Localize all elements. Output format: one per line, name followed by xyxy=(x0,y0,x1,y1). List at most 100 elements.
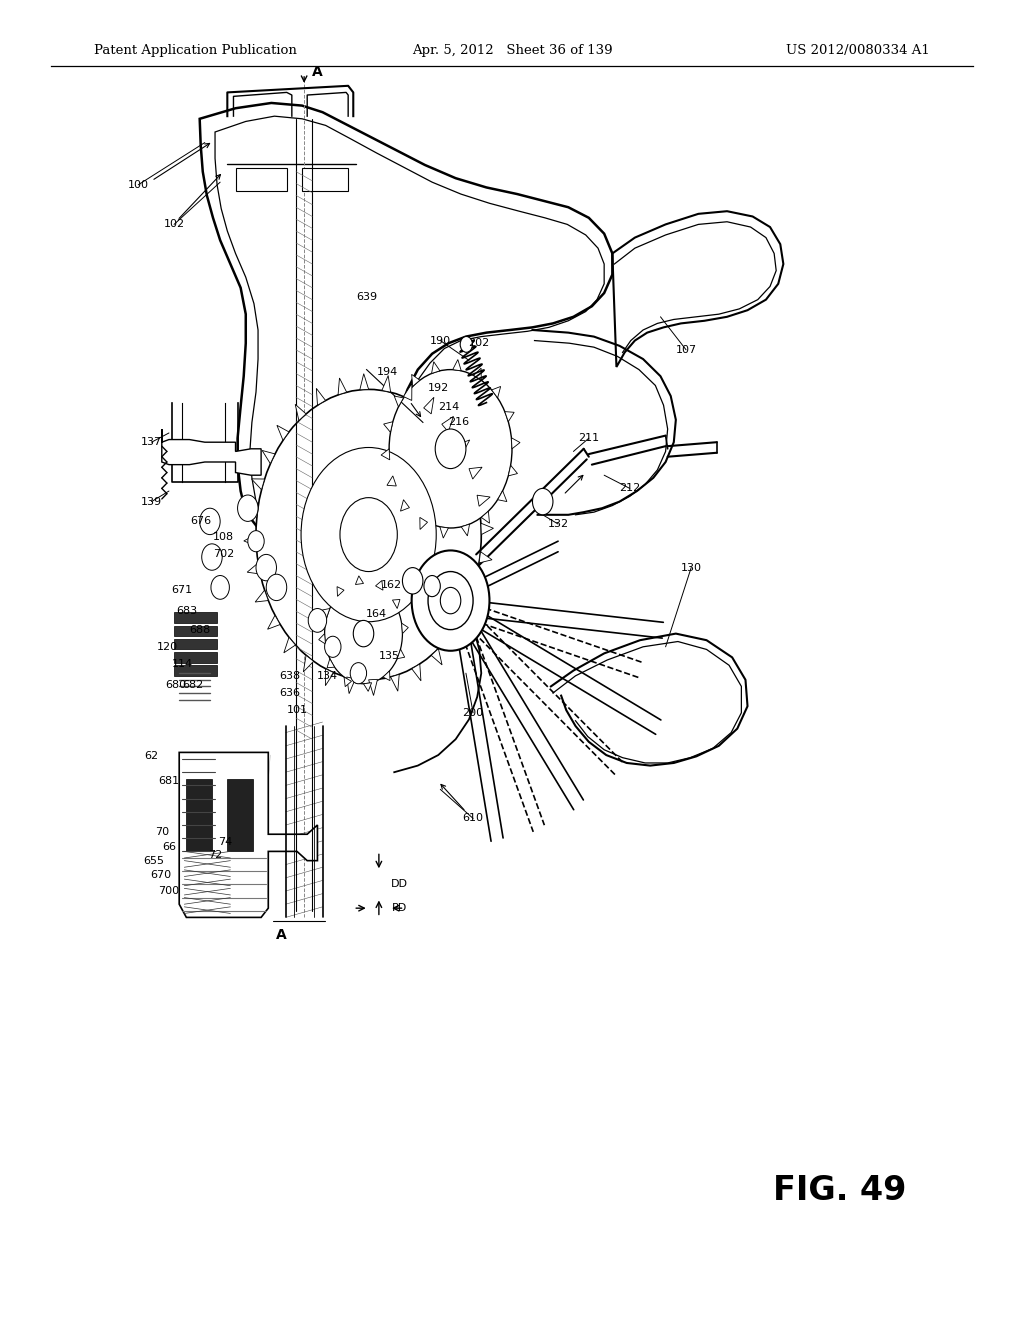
Text: 194: 194 xyxy=(377,367,397,378)
Polygon shape xyxy=(255,590,268,602)
Circle shape xyxy=(248,531,264,552)
Polygon shape xyxy=(337,586,344,597)
Polygon shape xyxy=(469,467,482,479)
Text: 190: 190 xyxy=(430,335,451,346)
Text: PD: PD xyxy=(392,903,407,913)
Polygon shape xyxy=(323,609,330,618)
Text: 212: 212 xyxy=(620,483,640,494)
Polygon shape xyxy=(244,535,256,546)
Text: A: A xyxy=(312,65,323,79)
Polygon shape xyxy=(412,664,421,681)
Text: 682: 682 xyxy=(182,680,203,690)
Text: 164: 164 xyxy=(367,609,387,619)
Polygon shape xyxy=(355,576,364,585)
Circle shape xyxy=(202,544,222,570)
Text: 70: 70 xyxy=(155,826,169,837)
Polygon shape xyxy=(326,669,334,685)
Text: 214: 214 xyxy=(438,401,459,412)
Text: 638: 638 xyxy=(280,671,300,681)
Polygon shape xyxy=(383,671,390,681)
Circle shape xyxy=(412,550,489,651)
Circle shape xyxy=(428,572,473,630)
Polygon shape xyxy=(303,655,313,672)
Polygon shape xyxy=(477,495,490,507)
Polygon shape xyxy=(449,628,461,644)
Text: 636: 636 xyxy=(280,688,300,698)
Text: Apr. 5, 2012   Sheet 36 of 139: Apr. 5, 2012 Sheet 36 of 139 xyxy=(412,44,612,57)
Circle shape xyxy=(266,574,287,601)
Circle shape xyxy=(238,495,258,521)
Circle shape xyxy=(256,389,481,680)
Polygon shape xyxy=(276,425,289,441)
Polygon shape xyxy=(390,675,399,692)
Text: 66: 66 xyxy=(162,842,176,853)
Text: 137: 137 xyxy=(141,437,162,447)
Text: 676: 676 xyxy=(190,516,211,527)
Polygon shape xyxy=(381,449,390,459)
Text: 108: 108 xyxy=(213,532,233,543)
Text: 114: 114 xyxy=(172,659,193,669)
Text: US 2012/0080334 A1: US 2012/0080334 A1 xyxy=(786,44,930,57)
FancyBboxPatch shape xyxy=(174,639,217,649)
Polygon shape xyxy=(284,638,296,653)
Polygon shape xyxy=(403,384,412,400)
Polygon shape xyxy=(440,527,449,539)
Text: 683: 683 xyxy=(176,606,197,616)
Polygon shape xyxy=(424,397,434,414)
Circle shape xyxy=(325,636,341,657)
Polygon shape xyxy=(511,438,520,449)
Text: DD: DD xyxy=(391,879,408,890)
Polygon shape xyxy=(473,368,481,380)
Circle shape xyxy=(256,554,276,581)
Text: 130: 130 xyxy=(681,562,701,573)
Polygon shape xyxy=(394,396,403,407)
Text: 74: 74 xyxy=(218,837,232,847)
FancyBboxPatch shape xyxy=(236,168,287,191)
Polygon shape xyxy=(318,634,326,644)
Text: 102: 102 xyxy=(164,219,184,230)
Polygon shape xyxy=(462,606,475,619)
Polygon shape xyxy=(498,491,507,502)
Polygon shape xyxy=(400,500,410,511)
Text: 132: 132 xyxy=(548,519,568,529)
Text: 100: 100 xyxy=(128,180,148,190)
Circle shape xyxy=(353,620,374,647)
Circle shape xyxy=(460,337,472,352)
FancyBboxPatch shape xyxy=(174,665,217,676)
Polygon shape xyxy=(327,659,335,668)
Polygon shape xyxy=(252,479,264,490)
FancyBboxPatch shape xyxy=(186,779,212,851)
Polygon shape xyxy=(431,648,442,665)
Polygon shape xyxy=(420,517,428,529)
Text: 681: 681 xyxy=(159,776,179,787)
Text: 688: 688 xyxy=(189,624,210,635)
Circle shape xyxy=(402,568,423,594)
Text: 101: 101 xyxy=(287,705,307,715)
FancyBboxPatch shape xyxy=(174,612,217,623)
FancyBboxPatch shape xyxy=(174,626,217,636)
Polygon shape xyxy=(453,359,461,371)
Polygon shape xyxy=(179,752,317,917)
Polygon shape xyxy=(384,421,393,433)
FancyBboxPatch shape xyxy=(302,168,348,191)
Polygon shape xyxy=(397,649,404,659)
Text: 202: 202 xyxy=(469,338,489,348)
Text: 139: 139 xyxy=(141,496,162,507)
Text: 192: 192 xyxy=(428,383,449,393)
Text: 610: 610 xyxy=(463,813,483,824)
Text: 134: 134 xyxy=(317,671,338,681)
Circle shape xyxy=(200,508,220,535)
Polygon shape xyxy=(359,374,369,389)
Circle shape xyxy=(211,576,229,599)
Polygon shape xyxy=(457,440,470,454)
Polygon shape xyxy=(382,376,390,392)
Circle shape xyxy=(424,576,440,597)
Text: A: A xyxy=(275,928,286,942)
Text: 639: 639 xyxy=(356,292,377,302)
Circle shape xyxy=(308,609,327,632)
Text: 200: 200 xyxy=(463,708,483,718)
Polygon shape xyxy=(401,623,409,634)
Text: 680: 680 xyxy=(166,680,186,690)
Polygon shape xyxy=(262,450,275,463)
Circle shape xyxy=(301,447,436,622)
